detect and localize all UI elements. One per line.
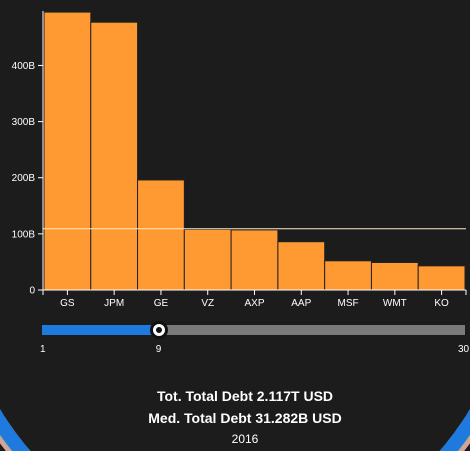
x-tick-label-aap: AAP xyxy=(291,298,311,309)
slider-min-label: 1 xyxy=(40,344,46,355)
bar-aap xyxy=(277,241,326,291)
total-debt-summary: Tot. Total Debt 2.117T USD xyxy=(156,388,334,404)
bar-ge xyxy=(137,179,185,291)
x-tick-label-vz: VZ xyxy=(201,298,214,309)
y-tick-label-0: 0 xyxy=(29,286,35,297)
x-tick-label-jpm: JPM xyxy=(104,298,124,309)
year-label: 2016 xyxy=(231,432,259,446)
x-axis: GS JPM GE VZ AXP AAP MSF WMT KO xyxy=(42,289,467,309)
bar-gs xyxy=(43,11,92,291)
x-tick-label-wmt: WMT xyxy=(383,298,407,309)
x-tick-label-axp: AXP xyxy=(244,298,264,309)
company-count-slider[interactable] xyxy=(42,321,465,339)
median-debt-summary: Med. Total Debt 31.282B USD xyxy=(148,410,342,426)
y-tick-label-400: 400B xyxy=(12,61,36,72)
x-tick-label-msf: MSF xyxy=(338,298,359,309)
slider-fill xyxy=(42,325,159,335)
bar-ko xyxy=(417,265,466,291)
bar-wmt xyxy=(370,261,419,291)
y-tick-label-300: 300B xyxy=(12,117,36,128)
bars-group xyxy=(43,11,466,291)
bar-msf xyxy=(324,260,372,291)
bar-axp xyxy=(230,229,279,291)
slider-handle[interactable] xyxy=(149,321,168,339)
slider-value-label: 9 xyxy=(155,344,162,355)
bar-jpm xyxy=(90,21,139,291)
y-tick-label-100: 100B xyxy=(12,229,36,240)
slider-max-label: 30 xyxy=(458,344,470,355)
x-tick-label-ge: GE xyxy=(154,298,169,309)
x-tick-label-ko: KO xyxy=(434,298,449,309)
x-tick-label-gs: GS xyxy=(60,298,75,309)
y-axis: 0 100B 200B 300B 400B xyxy=(12,11,44,297)
y-tick-label-200: 200B xyxy=(12,173,36,184)
bar-vz xyxy=(183,228,232,291)
slider-track[interactable] xyxy=(42,325,465,335)
